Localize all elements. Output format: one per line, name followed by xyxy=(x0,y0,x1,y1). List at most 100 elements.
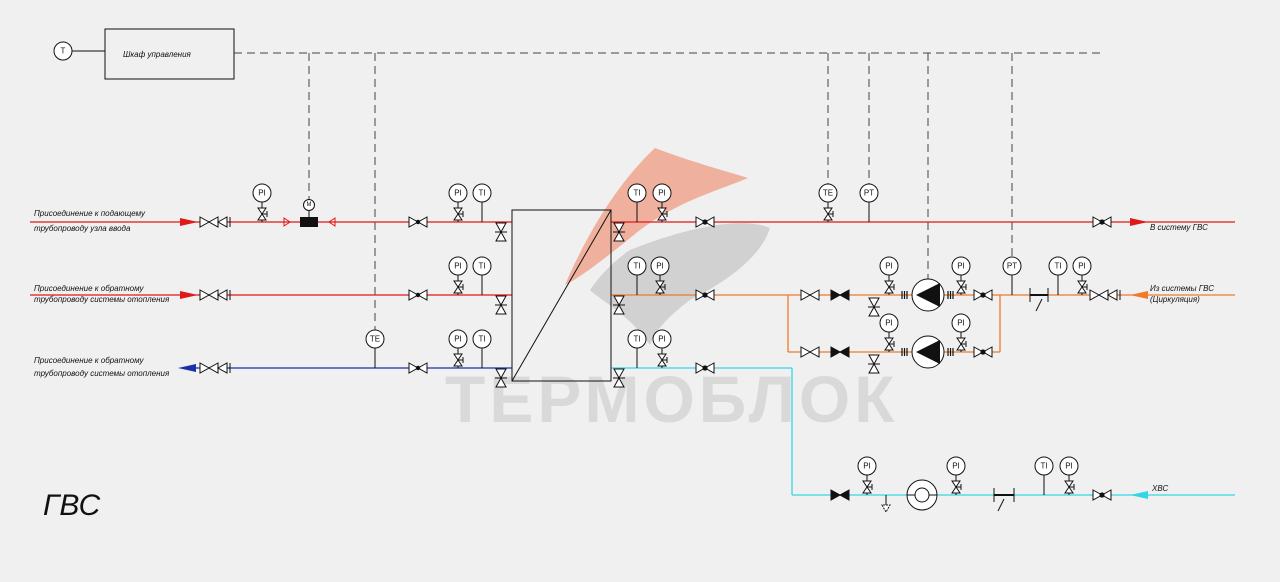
ti-cold-in: TI xyxy=(1034,456,1054,495)
ti-cold-out: TI xyxy=(627,329,647,368)
shutoff-valve-return-out xyxy=(408,362,428,374)
label-gvs-circ-2: (Циркуляция) xyxy=(1150,295,1200,304)
pi-pump1-out: PI xyxy=(951,256,971,295)
pi-cold-meter: PI xyxy=(946,456,966,495)
label-gvs-circ-1: Из системы ГВС xyxy=(1150,284,1214,293)
valves-layer xyxy=(199,216,1121,514)
label-supply-in-2: трубопроводу узла ввода xyxy=(34,224,131,233)
valve-pump1-in xyxy=(800,289,820,301)
pi-supply-in-label: PI xyxy=(258,189,266,198)
te-return-out-label: TE xyxy=(370,335,380,344)
pi-pump1-in-label: PI xyxy=(885,262,893,271)
ball-valve-supply-out xyxy=(695,216,715,228)
pi-pump2-out: PI xyxy=(951,313,971,352)
arrow-gvs-out xyxy=(1130,218,1148,226)
pi-cold-in-2: PI xyxy=(1059,456,1079,495)
pi-cold-out: PI xyxy=(652,329,672,368)
shutoff-valve-return xyxy=(408,289,428,301)
shutoff-valve-supply xyxy=(408,216,428,228)
label-cold-water: ХВС xyxy=(1151,484,1168,493)
pi-return-out: PI xyxy=(448,329,468,368)
drain-valve-5 xyxy=(613,295,625,315)
arrow-return-out xyxy=(178,364,196,372)
inlet-valve-group-return xyxy=(199,289,231,301)
label-gvs-out: В систему ГВС xyxy=(1150,223,1208,232)
pi-cold-in-2-label: PI xyxy=(1065,462,1073,471)
label-return-in-1: Присоединение к обратному xyxy=(34,284,145,293)
te-gvs-out: TE xyxy=(818,183,838,222)
outlet-valve-group-return xyxy=(199,362,231,374)
pi-return-out-label: PI xyxy=(454,335,462,344)
ti-circulation: TI xyxy=(1048,256,1068,295)
ti-circulation-label: TI xyxy=(1054,262,1061,271)
pt-circulation-label: PT xyxy=(1007,262,1017,271)
circulation-pump-2 xyxy=(911,335,945,369)
page-title: ГВС xyxy=(43,489,101,522)
strainer-circulation xyxy=(1029,288,1049,312)
pi-supply-label: PI xyxy=(454,189,462,198)
control-cabinet-label: Шкаф управления xyxy=(123,50,192,59)
drain-valve-2 xyxy=(495,295,507,315)
drain-valve-7 xyxy=(868,297,880,317)
ball-valve-cold xyxy=(695,362,715,374)
pi-circulation: PI xyxy=(1072,256,1092,295)
ball-valve-gvs-hot xyxy=(695,289,715,301)
outdoor-thermostat: T xyxy=(53,41,105,61)
drain-valve-3 xyxy=(495,368,507,388)
ti-supply: TI xyxy=(472,183,492,222)
pi-supply-out-label: PI xyxy=(658,189,666,198)
ball-valve-gvs-out xyxy=(1092,216,1112,228)
watermark-text: ТЕРМОБЛОК xyxy=(445,362,899,436)
drain-valve-8 xyxy=(868,354,880,374)
pi-pump2-out-label: PI xyxy=(957,319,965,328)
check-valve-cold xyxy=(830,489,850,501)
thermostat-symbol: T xyxy=(61,47,66,56)
control-valve-actuator: М xyxy=(283,199,336,227)
ti-return: TI xyxy=(472,256,492,295)
ball-valve-pump2-out xyxy=(973,346,993,358)
pi-supply-out: PI xyxy=(652,183,672,222)
inlet-valve-group-circulation xyxy=(1089,289,1121,301)
pi-pump1-out-label: PI xyxy=(957,262,965,271)
pt-circulation: PT xyxy=(1002,256,1022,295)
drain-valve-1 xyxy=(495,222,507,242)
inlet-valve-group-supply xyxy=(199,216,231,228)
ball-valve-pump1-out xyxy=(973,289,993,301)
pi-cold-out-label: PI xyxy=(658,335,666,344)
pi-supply: PI xyxy=(448,183,468,222)
arrow-supply-in xyxy=(180,218,198,226)
pt-gvs-out-label: PT xyxy=(864,189,874,198)
ti-supply-out: TI xyxy=(627,183,647,222)
pi-cold-in: PI xyxy=(857,456,877,495)
motor-symbol: М xyxy=(307,202,312,208)
ti-cold-out-label: TI xyxy=(633,335,640,344)
pi-circulation-label: PI xyxy=(1078,262,1086,271)
te-gvs-out-label: TE xyxy=(823,189,833,198)
pi-pump2-in: PI xyxy=(879,313,899,352)
flex-joint-1 xyxy=(901,291,908,299)
strainer-cold xyxy=(993,488,1015,512)
pi-cold-meter-label: PI xyxy=(952,462,960,471)
ball-valve-cold-in xyxy=(1092,489,1112,501)
flex-joint-4 xyxy=(947,348,954,356)
te-return-out: TE xyxy=(365,329,385,368)
pi-gvs-hot: PI xyxy=(650,256,670,295)
ti-return-out: TI xyxy=(472,329,492,368)
check-valve-pump2 xyxy=(830,346,850,358)
pt-gvs-out: PT xyxy=(859,183,879,222)
ti-gvs-hot-label: TI xyxy=(633,262,640,271)
pi-pump2-in-label: PI xyxy=(885,319,893,328)
flex-joint-2 xyxy=(947,291,954,299)
drain-valve-6 xyxy=(613,368,625,388)
flex-joint-3 xyxy=(901,348,908,356)
circulation-pump-1 xyxy=(911,278,945,312)
check-valve-pump1 xyxy=(830,289,850,301)
drain-valve-4 xyxy=(613,222,625,242)
plate-heat-exchanger xyxy=(511,209,612,382)
arrow-cold-in xyxy=(1130,491,1148,499)
label-return-out-1: Присоединение к обратному xyxy=(34,356,145,365)
arrow-return-in xyxy=(180,291,198,299)
ti-supply-out-label: TI xyxy=(633,189,640,198)
label-return-out-2: трубопроводу системы отопления xyxy=(34,369,170,378)
